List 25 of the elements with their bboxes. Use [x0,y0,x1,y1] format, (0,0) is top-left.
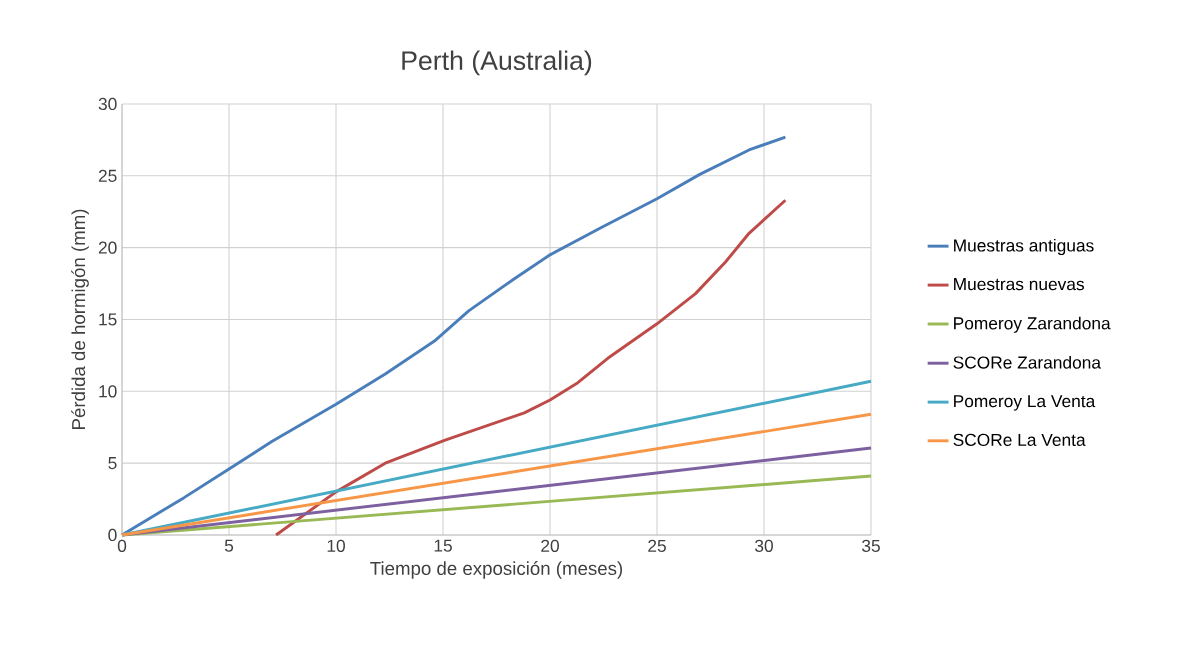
y-tick-label: 25 [98,169,117,182]
x-tick-label: 20 [541,539,559,552]
line-series [274,198,787,537]
y-tick-label: 5 [108,457,117,470]
legend-label: Pomeroy Zarandona [954,316,1111,333]
x-tick-label: 5 [224,539,234,552]
x-axis-title: Tiempo de exposición (meses) [370,561,623,579]
y-tick-label: 30 [98,97,117,111]
legend-label: Muestras antiguas [954,238,1094,256]
y-tick-label: 0 [108,528,117,542]
legend-label: SCORe Zarandona [953,355,1101,369]
x-tick-label: 35 [862,539,880,552]
y-tick-label: 15 [99,313,117,326]
x-tick-label: 30 [755,539,773,552]
legend-label: Pomeroy La Venta [954,395,1096,411]
chart-title: Perth (Australia) [402,50,592,76]
y-tick-label: 10 [99,385,117,398]
x-tick-label: 25 [648,539,666,552]
x-tick-label: 15 [434,539,452,552]
y-tick-label: 20 [98,241,117,254]
x-tick-label: 0 [117,539,127,552]
x-tick-label: 10 [327,539,345,552]
y-axis-title: Pérdida de hormigón (mm) [71,209,89,429]
legend-label: Muestras nuevas [954,278,1084,291]
legend-label: SCORe La Venta [953,433,1086,447]
